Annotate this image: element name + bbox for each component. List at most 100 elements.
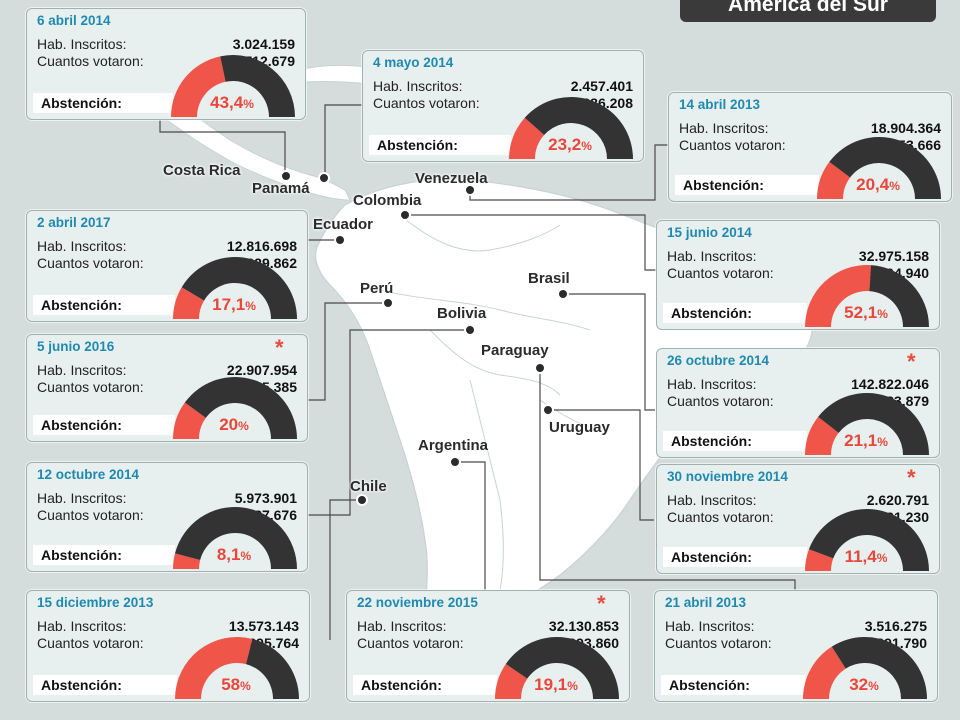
inscritos-value: 5.973.901	[234, 490, 297, 506]
abstencion-box: Abstención:	[675, 175, 819, 195]
abstencion-label: Abstención:	[377, 137, 458, 153]
gauge-voted-arc	[818, 393, 929, 455]
votaron-label: Cuantos votaron:	[373, 95, 480, 111]
abstencion-box: Abstención:	[661, 675, 805, 695]
gauge-abstention-arc	[803, 646, 846, 699]
election-date: 6 abril 2014	[37, 13, 111, 28]
abstencion-label: Abstención:	[41, 417, 122, 433]
country-label-venezuela: Venezuela	[415, 170, 488, 187]
election-date: 26 octubre 2014	[667, 353, 770, 368]
election-card-costa-rica: 6 abril 2014 Hab. Inscritos: 3.024.159 C…	[26, 8, 306, 120]
gauge-voted-arc	[181, 257, 297, 319]
gauge-voted-arc	[831, 637, 927, 699]
gauge-voted-arc	[524, 97, 633, 159]
gauge-abstention-arc	[805, 265, 872, 327]
country-label-argentina: Argentina	[418, 437, 489, 454]
votaron-label: Cuantos votaron:	[665, 635, 772, 651]
election-card-uruguay: 30 noviembre 2014 * Hab. Inscritos: 2.62…	[656, 464, 940, 574]
gauge-voted-arc	[808, 509, 929, 571]
country-label-panama: Panamá	[252, 180, 310, 197]
abstencion-label: Abstención:	[669, 677, 750, 693]
leader-lines	[159, 104, 796, 640]
election-date: 5 junio 2016	[37, 339, 115, 354]
inscritos-value: 18.904.364	[870, 120, 941, 136]
central-america-land	[139, 84, 351, 201]
abstencion-percentage: 11,4%	[844, 547, 888, 566]
gauge-voted-arc	[245, 638, 299, 699]
inscritos-label: Hab. Inscritos:	[37, 36, 127, 52]
votaron-label: Cuantos votaron:	[357, 635, 464, 651]
abstencion-label: Abstención:	[671, 305, 752, 321]
star-marker: *	[597, 591, 606, 616]
election-card-chile: 15 diciembre 2013 Hab. Inscritos: 13.573…	[26, 590, 310, 702]
abstencion-box: Abstención:	[663, 431, 807, 451]
abstencion-gauge	[805, 265, 929, 327]
election-card-peru: 5 junio 2016 * Hab. Inscritos: 22.907.95…	[26, 334, 308, 442]
inscritos-label: Hab. Inscritos:	[37, 490, 127, 506]
election-date: 14 abril 2013	[679, 97, 761, 112]
star-marker: *	[275, 335, 284, 360]
election-date: 4 mayo 2014	[373, 55, 454, 70]
gauge-voted-arc	[184, 377, 297, 439]
location-dots	[280, 170, 569, 506]
abstencion-gauge	[817, 137, 941, 199]
abstencion-label: Abstención:	[683, 177, 764, 193]
inscritos-value: 3.024.159	[232, 36, 295, 52]
inscritos-label: Hab. Inscritos:	[37, 362, 127, 378]
election-date: 15 diciembre 2013	[37, 595, 154, 610]
abstencion-percentage: 17,1%	[212, 295, 256, 314]
election-date: 30 noviembre 2014	[667, 469, 788, 484]
election-card-argentina: 22 noviembre 2015 * Hab. Inscritos: 32.1…	[346, 590, 630, 702]
abstencion-box: Abstención:	[663, 303, 807, 323]
votaron-label: Cuantos votaron:	[679, 137, 786, 153]
abstencion-label: Abstención:	[361, 677, 442, 693]
gauge-abstention-arc	[495, 663, 528, 699]
inscritos-label: Hab. Inscritos:	[667, 248, 757, 264]
inscritos-value: 12.816.698	[226, 238, 297, 254]
inscritos-label: Hab. Inscritos:	[667, 376, 757, 392]
abstencion-percentage: 8,1%	[216, 545, 252, 564]
abstencion-label: Abstención:	[671, 433, 752, 449]
abstencion-percentage: 21,1%	[844, 431, 888, 450]
election-card-panama: 4 mayo 2014 Hab. Inscritos: 2.457.401 Cu…	[362, 50, 644, 162]
abstencion-gauge	[173, 507, 297, 569]
map-title: América del Sur	[680, 0, 936, 22]
abstencion-gauge	[805, 509, 929, 571]
inscritos-label: Hab. Inscritos:	[37, 618, 127, 634]
votaron-label: Cuantos votaron:	[37, 53, 144, 69]
abstencion-box: Abstención:	[33, 295, 175, 315]
country-label-costa-rica: Costa Rica	[163, 162, 241, 179]
abstencion-percentage: 32%	[849, 675, 879, 694]
country-label-ecuador: Ecuador	[313, 216, 374, 233]
gauge-abstention-arc	[509, 117, 545, 159]
votaron-label: Cuantos votaron:	[667, 509, 774, 525]
gauge-abstention-arc	[805, 416, 839, 455]
abstencion-box: Abstención:	[33, 675, 177, 695]
votaron-label: Cuantos votaron:	[37, 507, 144, 523]
gauge-voted-arc	[505, 637, 619, 699]
gauge-abstention-arc	[805, 549, 834, 571]
abstencion-gauge	[495, 637, 619, 699]
inscritos-label: Hab. Inscritos:	[37, 238, 127, 254]
inscritos-value: 142.822.046	[851, 376, 929, 392]
votaron-label: Cuantos votaron:	[37, 255, 144, 271]
abstencion-gauge	[173, 257, 297, 319]
votaron-label: Cuantos votaron:	[667, 265, 774, 281]
abstencion-label: Abstención:	[41, 95, 122, 111]
country-label-bolivia: Bolivia	[437, 305, 487, 322]
abstencion-gauge	[173, 377, 297, 439]
election-date: 12 octubre 2014	[37, 467, 140, 482]
abstencion-gauge	[803, 637, 927, 699]
inscritos-label: Hab. Inscritos:	[679, 120, 769, 136]
abstencion-percentage: 43,4%	[210, 93, 254, 112]
election-card-colombia: 15 junio 2014 Hab. Inscritos: 32.975.158…	[656, 220, 940, 330]
inscritos-value: 3.516.275	[864, 618, 927, 634]
abstencion-label: Abstención:	[41, 547, 122, 563]
abstencion-box: Abstención:	[33, 415, 175, 435]
election-card-bolivia: 12 octubre 2014 Hab. Inscritos: 5.973.90…	[26, 462, 308, 572]
abstencion-gauge	[175, 637, 299, 699]
gauge-voted-arc	[220, 55, 295, 117]
abstencion-percentage: 19,1%	[534, 675, 578, 694]
abstencion-percentage: 58%	[221, 675, 251, 694]
votaron-label: Cuantos votaron:	[37, 379, 144, 395]
